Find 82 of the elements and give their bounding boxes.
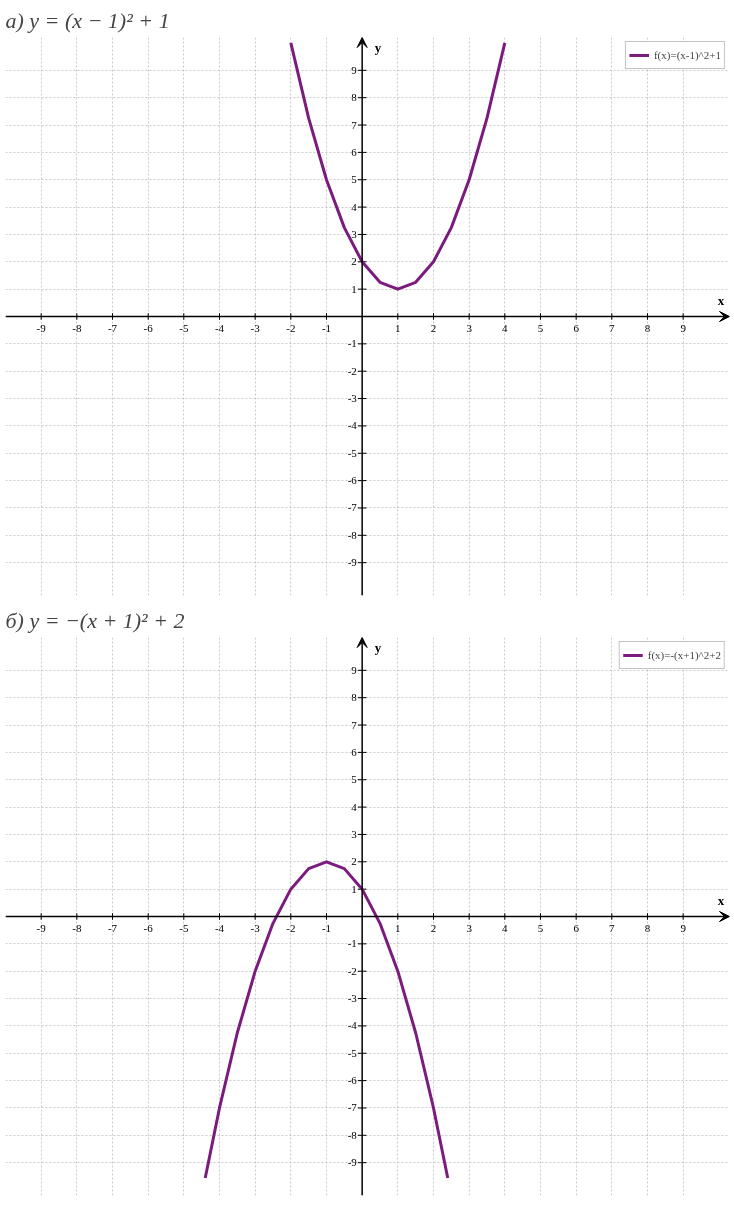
y-tick-label: 5 bbox=[351, 773, 358, 786]
y-tick-label: -9 bbox=[347, 556, 358, 569]
y-tick-label: 9 bbox=[351, 663, 358, 676]
y-tick-label: -6 bbox=[347, 1074, 358, 1087]
y-tick-label: -3 bbox=[347, 992, 358, 1005]
y-tick-label: -7 bbox=[347, 1101, 358, 1114]
y-axis-title: y bbox=[374, 640, 382, 656]
x-tick-label: -1 bbox=[321, 921, 332, 934]
x-tick-label: -2 bbox=[286, 321, 296, 334]
y-tick-label: -1 bbox=[347, 337, 357, 350]
x-tick-label: -1 bbox=[321, 321, 332, 334]
x-axis-title: x bbox=[717, 293, 725, 309]
y-tick-label: 8 bbox=[351, 691, 358, 704]
y-tick-label: -1 bbox=[347, 937, 357, 950]
legend-label: f(x)=-(x+1)^2+2 bbox=[647, 649, 721, 661]
y-tick-label: 5 bbox=[351, 173, 358, 186]
y-tick-label: -7 bbox=[347, 501, 358, 514]
chart-title: а) y = (x − 1)² + 1 bbox=[5, 7, 170, 33]
y-tick-label: 3 bbox=[351, 827, 358, 840]
x-tick-label: 3 bbox=[466, 921, 473, 934]
x-tick-label: -4 bbox=[214, 321, 225, 334]
y-tick-label: 6 bbox=[351, 145, 358, 158]
x-tick-label: -4 bbox=[214, 921, 225, 934]
x-tick-label: -5 bbox=[179, 321, 189, 334]
y-tick-label: 7 bbox=[351, 718, 358, 731]
y-tick-label: 9 bbox=[351, 63, 358, 76]
y-tick-label: 6 bbox=[351, 745, 358, 758]
y-tick-label: -4 bbox=[347, 1019, 358, 1032]
y-tick-label: -9 bbox=[347, 1156, 358, 1169]
y-tick-label: -2 bbox=[347, 364, 357, 377]
y-tick-label: 7 bbox=[351, 118, 358, 131]
x-tick-label: -8 bbox=[72, 321, 82, 334]
y-tick-label: -8 bbox=[347, 1128, 358, 1141]
y-tick-label: -5 bbox=[347, 446, 358, 459]
x-tick-label: 9 bbox=[680, 921, 687, 934]
line-series bbox=[203, 860, 450, 1180]
legend-label: f(x)=(x-1)^2+1 bbox=[653, 49, 721, 61]
x-tick-label: 1 bbox=[395, 921, 401, 934]
x-tick-label: -9 bbox=[36, 921, 47, 934]
line-series bbox=[289, 41, 507, 291]
chart-title: б) y = −(x + 1)² + 2 bbox=[5, 607, 185, 633]
x-tick-label: -6 bbox=[143, 321, 154, 334]
x-tick-label: 7 bbox=[609, 921, 616, 934]
y-tick-label: -6 bbox=[347, 474, 358, 487]
x-tick-label: 2 bbox=[430, 321, 437, 334]
y-tick-label: 8 bbox=[351, 91, 358, 104]
y-tick-label: 2 bbox=[351, 855, 357, 868]
x-tick-label: -3 bbox=[250, 321, 261, 334]
y-tick-label: 4 bbox=[351, 800, 358, 813]
y-tick-label: -3 bbox=[347, 392, 358, 405]
x-tick-label: -7 bbox=[107, 921, 118, 934]
x-tick-label: 6 bbox=[573, 921, 580, 934]
y-tick-label: -2 bbox=[347, 964, 357, 977]
x-tick-label: 1 bbox=[395, 321, 401, 334]
x-tick-label: 8 bbox=[644, 921, 651, 934]
x-tick-label: 9 bbox=[680, 321, 687, 334]
y-tick-label: -5 bbox=[347, 1046, 358, 1059]
x-tick-label: 7 bbox=[609, 321, 616, 334]
x-tick-label: 5 bbox=[537, 321, 544, 334]
y-tick-label: -8 bbox=[347, 528, 358, 541]
x-tick-label: -9 bbox=[36, 321, 47, 334]
x-tick-label: -8 bbox=[72, 921, 82, 934]
x-tick-label: -7 bbox=[107, 321, 118, 334]
x-tick-label: 4 bbox=[502, 321, 509, 334]
x-tick-label: -6 bbox=[143, 921, 154, 934]
x-tick-label: 8 bbox=[644, 321, 651, 334]
x-axis-title: x bbox=[717, 893, 725, 909]
x-tick-label: 4 bbox=[502, 921, 509, 934]
x-tick-label: -5 bbox=[179, 921, 189, 934]
y-tick-label: -4 bbox=[347, 419, 358, 432]
y-tick-label: 1 bbox=[351, 882, 357, 895]
x-tick-label: -2 bbox=[286, 921, 296, 934]
y-axis-title: y bbox=[374, 40, 382, 56]
x-tick-label: 2 bbox=[430, 921, 437, 934]
y-tick-label: 4 bbox=[351, 200, 358, 213]
y-tick-label: 3 bbox=[351, 227, 358, 240]
x-tick-label: 3 bbox=[466, 321, 473, 334]
x-tick-label: -3 bbox=[250, 921, 261, 934]
y-tick-label: 1 bbox=[351, 282, 357, 295]
x-tick-label: 5 bbox=[537, 921, 544, 934]
y-tick-label: 2 bbox=[351, 255, 357, 268]
x-tick-label: 6 bbox=[573, 321, 580, 334]
